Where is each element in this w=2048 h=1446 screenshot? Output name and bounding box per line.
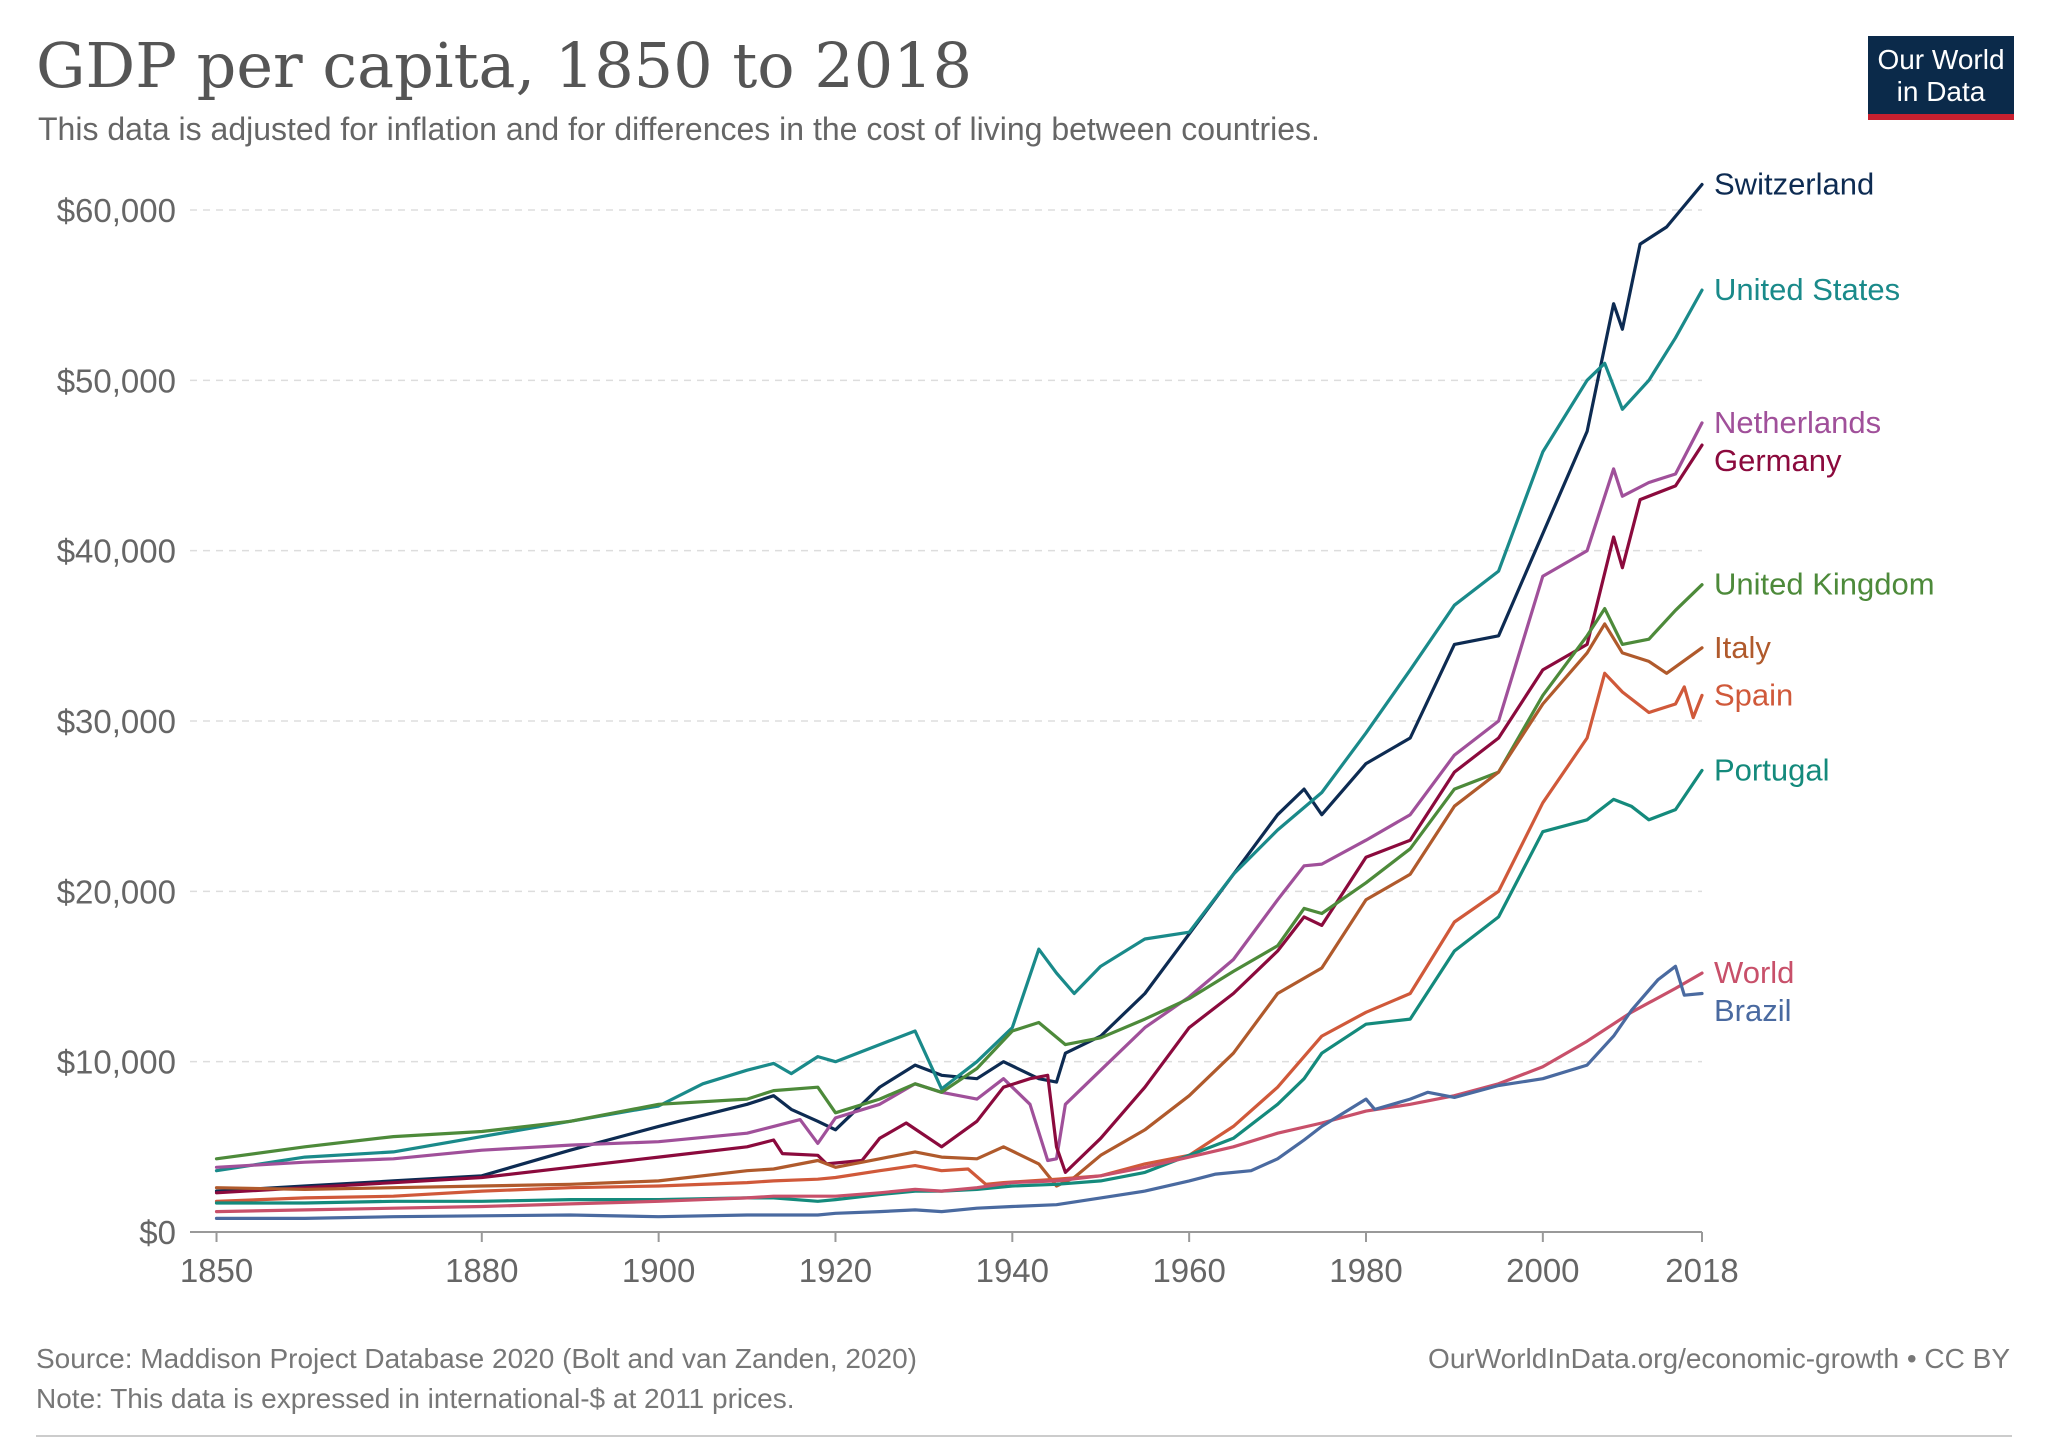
y-tick-label: $60,000	[57, 192, 176, 229]
series-line-switzerland[interactable]	[214, 182, 1704, 1193]
series-line-spain[interactable]	[214, 671, 1704, 1203]
footer-note: Note: This data is expressed in internat…	[36, 1383, 795, 1414]
x-tick-label: 2000	[1506, 1252, 1579, 1289]
series-label: Portugal	[1714, 752, 1829, 787]
series-labels: Switzerland United States NetherlandsGerma…	[1714, 166, 1935, 1028]
series-label: Spain	[1714, 677, 1793, 712]
chart-title: GDP per capita, 1850 to 2018	[36, 29, 972, 102]
x-axis: 1850 1880 1900 1920 1940 1960 1980 2000 2018	[180, 1231, 1739, 1289]
x-tick-label: 1920	[799, 1252, 872, 1289]
series-label: Brazil	[1714, 993, 1792, 1028]
series-line-netherlands[interactable]	[214, 421, 1704, 1169]
footer-source: Source: Maddison Project Database 2020 (…	[36, 1343, 917, 1374]
series-label: World	[1714, 955, 1794, 990]
y-tick-label: $40,000	[57, 533, 176, 570]
series-label: United Kingdom	[1714, 567, 1935, 602]
y-tick-label: $50,000	[57, 362, 176, 399]
series-line-germany[interactable]	[214, 443, 1704, 1195]
owid-logo[interactable]: Our World in Data	[1868, 36, 2014, 120]
chart-subtitle: This data is adjusted for inflation and …	[38, 111, 1320, 147]
series-label: United States	[1714, 272, 1900, 307]
series-line-brazil[interactable]	[214, 964, 1704, 1220]
logo-background	[1868, 36, 2014, 120]
y-tick-label: $0	[139, 1214, 176, 1251]
x-tick-label: 2018	[1665, 1252, 1738, 1289]
x-tick-label: 1940	[976, 1252, 1049, 1289]
y-tick-label: $20,000	[57, 873, 176, 910]
footer-link[interactable]: OurWorldInData.org/economic-growth • CC …	[1428, 1343, 2010, 1374]
series-line-united-kingdom[interactable]	[214, 583, 1704, 1161]
series-label: Netherlands	[1714, 405, 1881, 440]
series-label: Switzerland	[1714, 166, 1874, 201]
x-tick-label: 1850	[180, 1252, 253, 1289]
logo-accent-bar	[1868, 114, 2014, 120]
series-label: Italy	[1714, 630, 1771, 665]
x-tick-label: 1880	[445, 1252, 518, 1289]
y-tick-label: $10,000	[57, 1044, 176, 1081]
series-line-portugal[interactable]	[214, 768, 1704, 1205]
y-tick-label: $30,000	[57, 703, 176, 740]
y-axis: $0 $10,000 $20,000 $30,000 $40,000 $50,000 $60…	[57, 192, 176, 1251]
x-tick-label: 1900	[622, 1252, 695, 1289]
logo-line1: Our World	[1877, 44, 2004, 75]
series-line-united-states[interactable]	[214, 288, 1704, 1173]
x-tick-label: 1960	[1152, 1252, 1225, 1289]
series-label: Germany	[1714, 443, 1842, 478]
x-tick-label: 1980	[1329, 1252, 1402, 1289]
series-lines	[214, 182, 1704, 1220]
gridlines	[190, 209, 1702, 1063]
series-line-world[interactable]	[214, 971, 1704, 1214]
logo-line2: in Data	[1897, 76, 1986, 107]
